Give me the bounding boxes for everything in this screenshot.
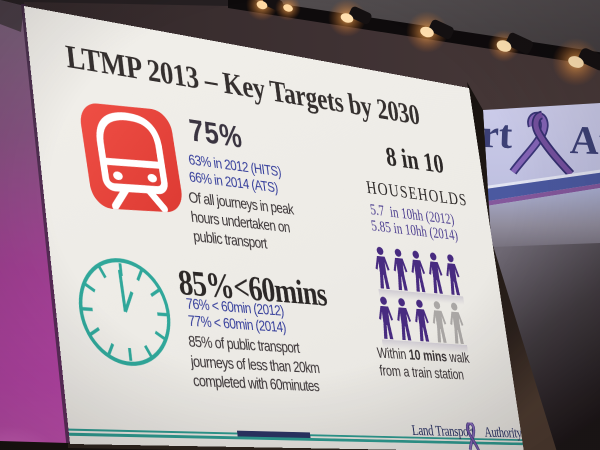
svg-text:Au: Au <box>569 117 600 164</box>
svg-text:rt: rt <box>480 111 513 157</box>
